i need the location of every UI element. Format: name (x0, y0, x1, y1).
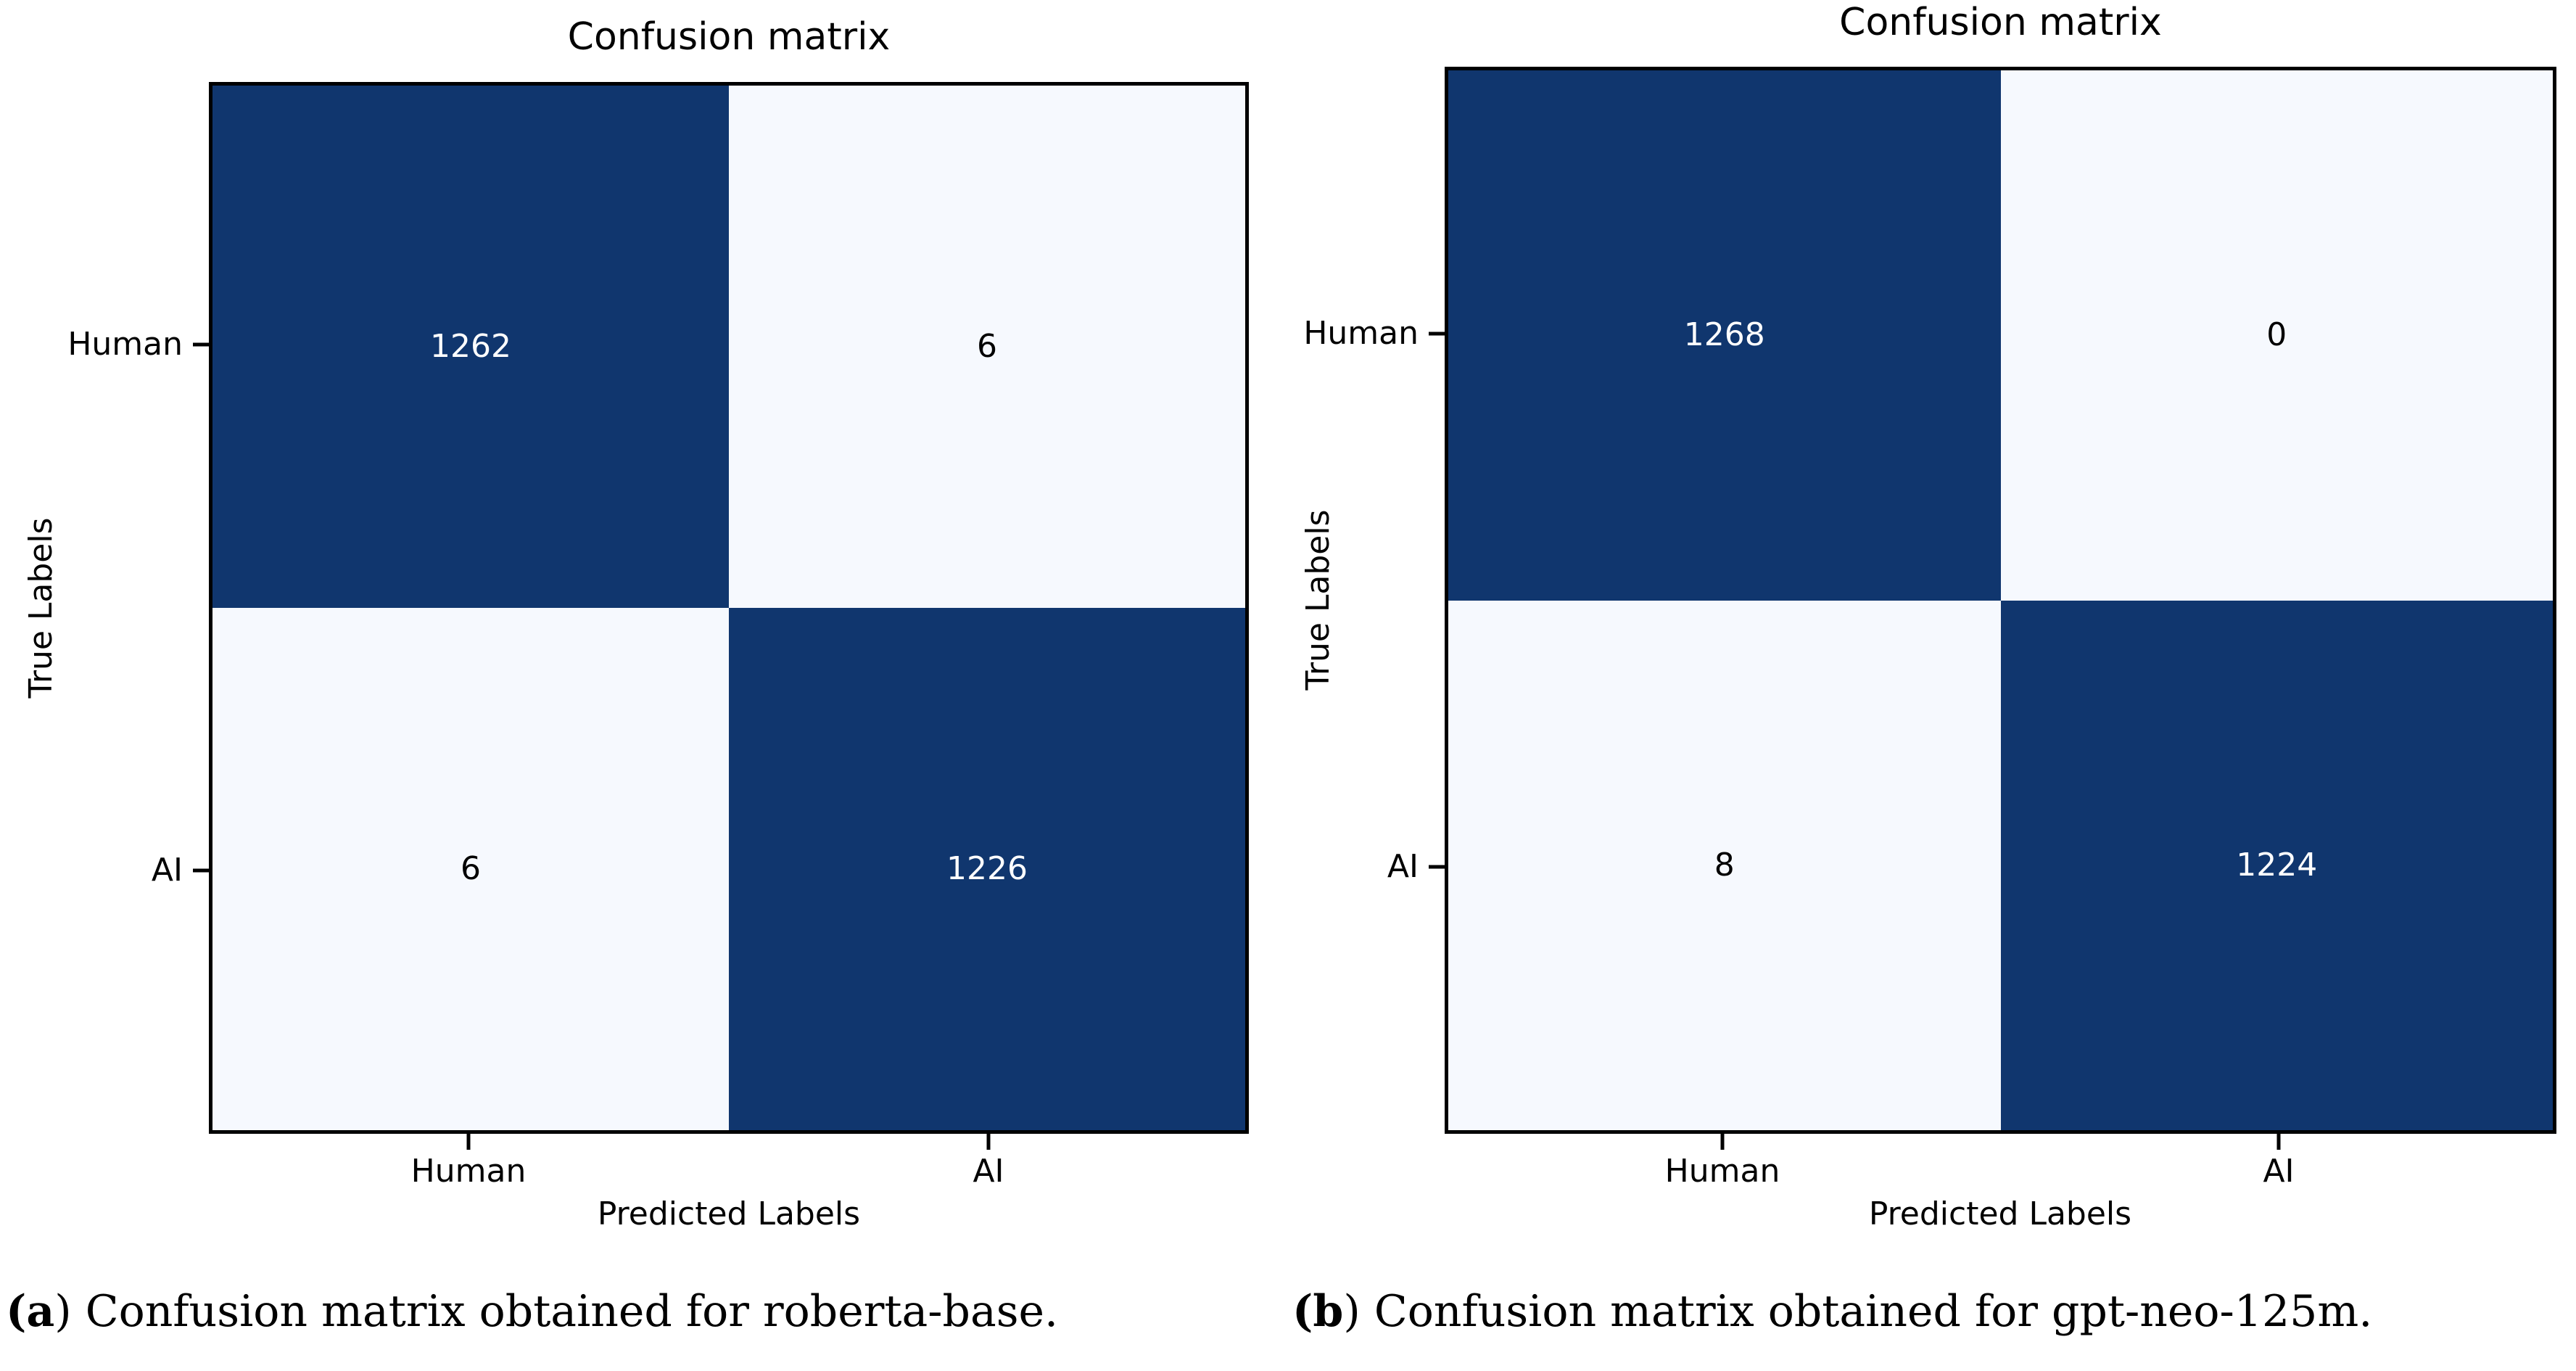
y-tick-label-human: Human (67, 326, 183, 363)
y-tick-mark (193, 342, 209, 347)
figure-caption-a: (a) Confusion matrix obtained for robert… (6, 1285, 1058, 1338)
x-tick-mark (466, 1134, 471, 1150)
y-tick-mark (1429, 865, 1445, 869)
caption-paren: ( (6, 1286, 27, 1337)
matrix-cell-true-ai-pred-ai: 1226 (729, 608, 1245, 1130)
y-tick-label-ai: AI (151, 852, 183, 889)
y-tick-label-ai: AI (1387, 848, 1419, 885)
y-tick-label-human: Human (1303, 315, 1419, 352)
matrix-cell-true-human-pred-human: 1262 (212, 86, 729, 608)
caption-paren: ( (1292, 1286, 1313, 1337)
x-tick-mark (2276, 1134, 2281, 1150)
caption-letter: b (1313, 1286, 1344, 1337)
x-tick-label-ai: AI (2263, 1153, 2295, 1190)
y-tick-mark (193, 868, 209, 873)
caption-text: ) Confusion matrix obtained for roberta-… (54, 1286, 1059, 1337)
chart-title: Confusion matrix (1839, 1, 2162, 44)
matrix-cell-true-ai-pred-ai: 1224 (2000, 600, 2553, 1130)
x-tick-label-ai: AI (973, 1153, 1004, 1190)
y-tick-mark (1429, 332, 1445, 336)
x-axis-label: Predicted Labels (1868, 1195, 2132, 1232)
caption-text: ) Confusion matrix obtained for gpt-neo-… (1343, 1286, 2373, 1337)
x-tick-mark (1720, 1134, 1725, 1150)
matrix-cell-true-human-pred-ai: 0 (2000, 70, 2553, 601)
matrix-cell-true-ai-pred-human: 6 (212, 608, 729, 1130)
x-tick-label-human: Human (410, 1153, 527, 1190)
x-tick-label-human: Human (1664, 1153, 1780, 1190)
matrix-cell-true-ai-pred-human: 8 (1448, 600, 2001, 1130)
chart-title: Confusion matrix (567, 15, 891, 59)
caption-letter: a (26, 1286, 55, 1337)
x-tick-mark (986, 1134, 991, 1150)
matrix-cell-true-human-pred-human: 1268 (1448, 70, 2001, 601)
y-axis-label: True Labels (22, 517, 59, 699)
figure-caption-b: (b) Confusion matrix obtained for gpt-ne… (1292, 1285, 2372, 1338)
matrix-cell-true-human-pred-ai: 6 (729, 86, 1245, 608)
y-axis-label: True Labels (1300, 509, 1337, 691)
confusion-matrix-plot-b: 1268 0 8 1224 (1445, 67, 2556, 1134)
x-axis-label: Predicted Labels (597, 1195, 861, 1232)
confusion-matrix-plot-a: 1262 6 6 1226 (209, 82, 1249, 1134)
